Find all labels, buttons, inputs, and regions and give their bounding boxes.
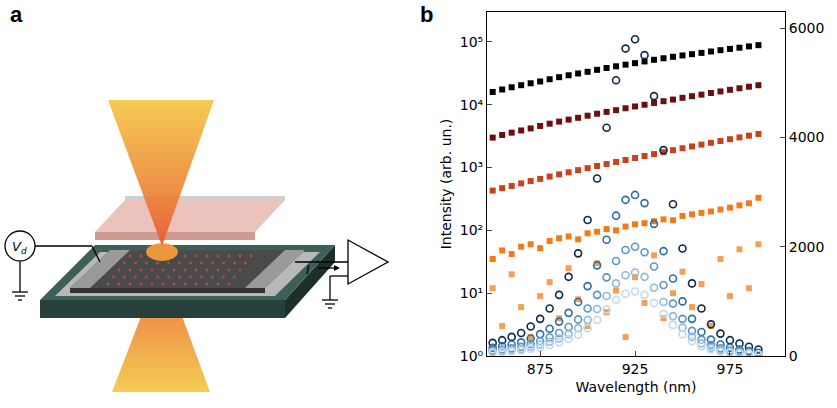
html-text:a: a: [10, 2, 23, 27]
svg-text:10³: 10³: [460, 159, 483, 175]
svg-text:0: 0: [789, 348, 798, 364]
svg-text:10²: 10²: [460, 222, 483, 238]
svg-text:I: I: [306, 262, 310, 277]
svg-text:10¹: 10¹: [460, 285, 483, 301]
svg-text:Vd: Vd: [12, 239, 27, 256]
svg-text:6000: 6000: [789, 20, 825, 36]
svg-text:10⁵: 10⁵: [460, 34, 483, 50]
svg-text:875: 875: [527, 361, 554, 377]
svg-text:Intensity (arb. un.): Intensity (arb. un.): [438, 119, 454, 250]
svg-text:2000: 2000: [789, 239, 825, 255]
html-text:b: b: [420, 2, 434, 27]
svg-text:925: 925: [622, 361, 649, 377]
svg-text:4000: 4000: [789, 129, 825, 145]
svg-text:10⁴: 10⁴: [460, 97, 484, 113]
svg-text:Wavelength (nm): Wavelength (nm): [576, 379, 697, 395]
svg-text:10⁰: 10⁰: [460, 348, 484, 364]
svg-text:975: 975: [717, 361, 744, 377]
